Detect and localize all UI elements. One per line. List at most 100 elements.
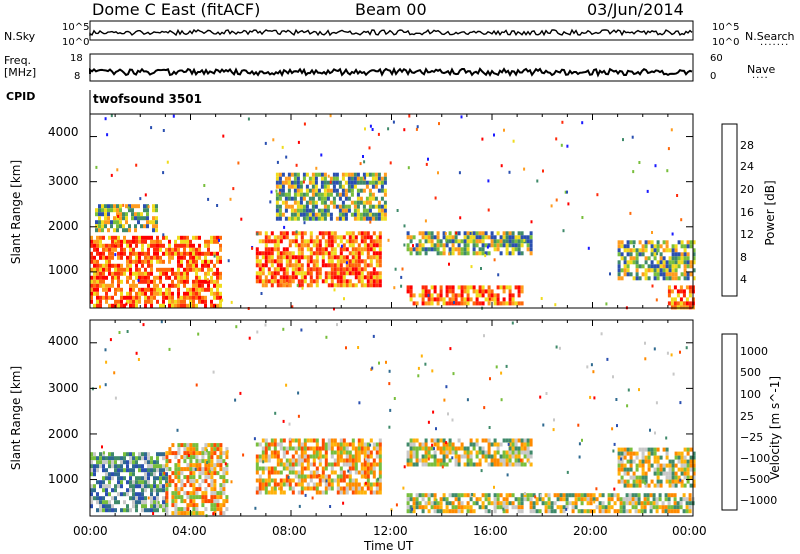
power-noise-cell — [275, 189, 278, 193]
power-cell — [216, 235, 219, 240]
power-cell — [204, 263, 207, 268]
power-cell — [114, 275, 117, 280]
velocity-cell — [692, 467, 696, 472]
velocity-cell — [475, 501, 479, 506]
power-cell — [146, 224, 149, 229]
power-cell — [117, 267, 120, 272]
velocity-noise-cell — [431, 369, 434, 373]
velocity-cell — [279, 442, 283, 447]
velocity-cell — [105, 504, 108, 509]
power-cell — [363, 275, 367, 280]
velocity-noise-cell — [372, 334, 375, 338]
velocity-cell — [219, 487, 223, 492]
power-cell — [90, 279, 93, 284]
velocity-cell — [634, 501, 638, 506]
velocity-cell — [526, 442, 530, 447]
power-cell — [670, 289, 674, 294]
power-cell — [353, 200, 357, 205]
power-cell — [132, 259, 135, 264]
power-cell — [273, 275, 277, 280]
velocity-cell — [294, 458, 298, 463]
velocity-noise-cell — [565, 507, 568, 511]
velocity-cell — [668, 471, 672, 476]
power-cell — [198, 275, 201, 280]
velocity-cell — [532, 509, 536, 514]
power-cell — [369, 255, 373, 260]
velocity-cell — [673, 509, 677, 514]
power-cell — [132, 279, 135, 284]
power-cell — [442, 235, 446, 240]
velocity-cell — [598, 493, 602, 498]
power-cell — [285, 231, 289, 236]
velocity-cell — [656, 479, 660, 484]
power-cell — [138, 271, 141, 276]
velocity-cell — [360, 438, 364, 443]
velocity-cell — [646, 497, 650, 502]
power-cell — [375, 239, 379, 244]
power-cell — [448, 285, 452, 290]
velocity-cell — [174, 451, 178, 456]
power-cell — [290, 172, 294, 177]
power-noise-cell — [345, 261, 348, 265]
velocity-cell — [90, 460, 93, 465]
velocity-cell — [222, 471, 226, 476]
velocity-cell — [165, 499, 169, 504]
power-cell — [689, 264, 693, 269]
power-noise-cell — [631, 135, 634, 139]
power-noise-cell — [555, 137, 558, 141]
power-cell — [135, 291, 138, 296]
velocity-cell — [177, 467, 181, 472]
power-cell — [101, 212, 104, 217]
power-cell — [144, 291, 147, 296]
power-cell — [366, 235, 370, 240]
velocity-cell — [321, 438, 325, 443]
velocity-cell — [638, 483, 642, 488]
velocity-cell — [692, 475, 696, 480]
velocity-cell — [162, 456, 165, 461]
power-cell — [183, 271, 186, 276]
power-cell — [326, 196, 330, 201]
power-cell — [135, 267, 138, 272]
velocity-cell — [487, 442, 491, 447]
power-cell — [126, 243, 129, 248]
power-cell — [460, 251, 464, 256]
velocity-cell — [647, 447, 651, 452]
power-cell — [496, 243, 500, 248]
velocity-cell — [372, 446, 376, 451]
velocity-cell — [291, 466, 295, 471]
power-cell — [360, 283, 364, 288]
velocity-cell — [216, 463, 220, 468]
power-cell — [409, 289, 413, 294]
velocity-cell — [668, 459, 672, 464]
velocity-cell — [99, 480, 102, 485]
velocity-noise-cell — [452, 372, 455, 376]
velocity-cell — [156, 496, 159, 501]
velocity-cell — [345, 486, 349, 491]
velocity-cell — [201, 491, 205, 496]
velocity-noise-cell — [670, 353, 673, 357]
velocity-cell — [523, 454, 527, 459]
power-noise-cell — [296, 283, 299, 287]
power-cell — [659, 272, 663, 277]
power-cell — [430, 293, 434, 298]
power-cell — [204, 295, 207, 300]
velocity-cell — [258, 454, 262, 459]
power-cell — [374, 180, 378, 185]
power-cell — [460, 293, 464, 298]
velocity-cell — [162, 476, 165, 481]
power-cell — [421, 289, 425, 294]
power-cell — [632, 256, 636, 261]
power-noise-cell — [424, 219, 427, 223]
velocity-cell — [222, 491, 226, 496]
power-cell — [96, 299, 99, 304]
velocity-cell — [466, 458, 470, 463]
power-cell — [141, 263, 144, 268]
power-noise-cell — [303, 221, 306, 225]
power-cell — [207, 247, 210, 252]
power-cell — [665, 248, 669, 253]
power-cell — [344, 208, 348, 213]
velocity-cell — [508, 454, 512, 459]
power-cell — [129, 299, 132, 304]
power-cell — [317, 188, 321, 193]
velocity-cell — [198, 475, 202, 480]
